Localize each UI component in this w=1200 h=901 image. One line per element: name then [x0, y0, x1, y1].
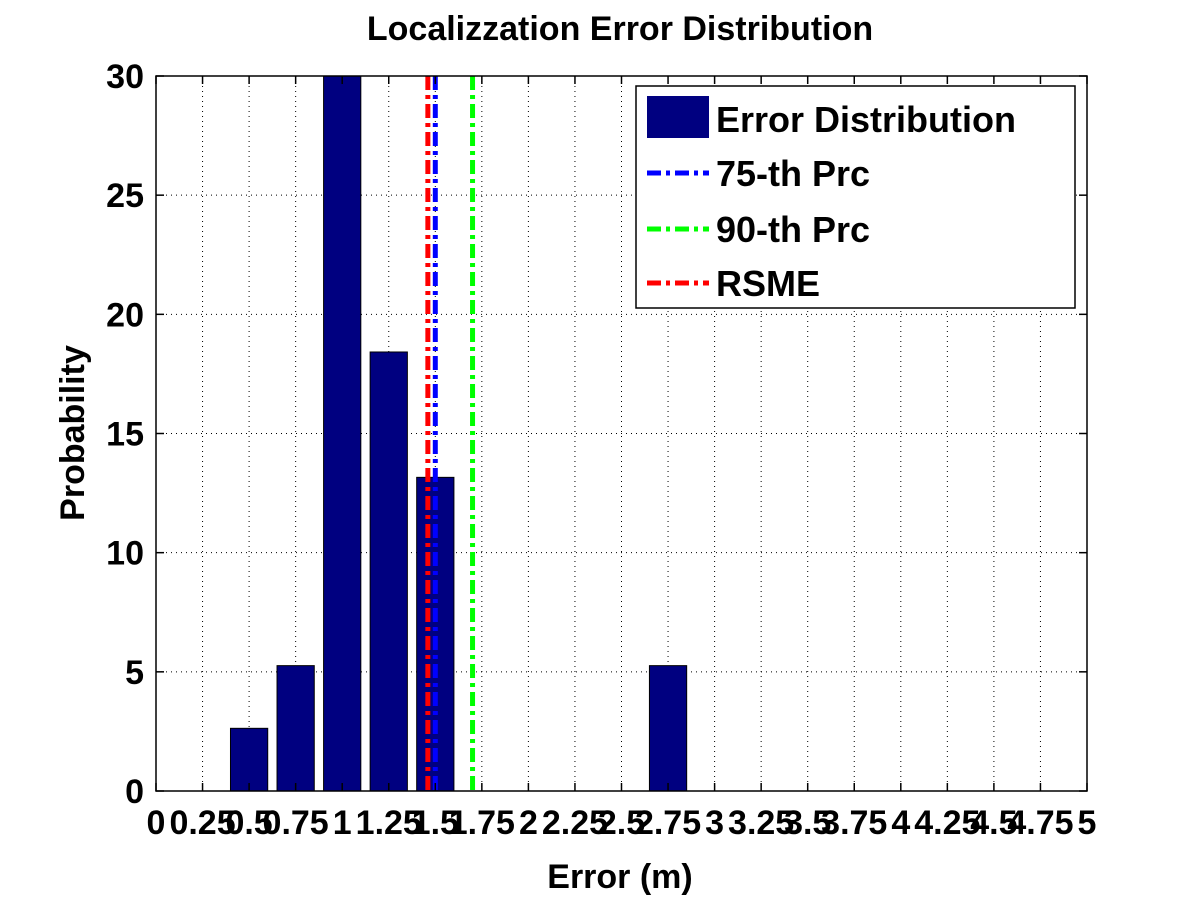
legend-swatch-error-distribution — [647, 96, 709, 138]
x-tick-label-11: 2.75 — [635, 804, 701, 842]
legend-label-error-distribution: Error Distribution — [716, 99, 1016, 140]
y-tick-label-6: 30 — [106, 58, 144, 96]
bar-0 — [229, 727, 269, 792]
x-tick-label-3: 0.75 — [263, 804, 329, 842]
x-tick-label-5: 1.25 — [356, 804, 422, 842]
x-tick-label-7: 1.75 — [449, 804, 515, 842]
x-tick-label-19: 4.75 — [1007, 804, 1073, 842]
legend: Error Distribution 75-th Prc 90-th Prc R… — [635, 85, 1076, 309]
y-tick-label-1: 5 — [125, 654, 144, 692]
legend-box — [635, 85, 1076, 309]
y-tick-label-3: 15 — [106, 416, 144, 454]
x-tick-label-16: 4 — [891, 804, 910, 842]
y-axis-label: Probability — [54, 345, 92, 521]
x-tick-label-12: 3 — [705, 804, 724, 842]
x-tick-label-0: 0 — [147, 804, 166, 842]
x-tick-label-9: 2.25 — [542, 804, 608, 842]
axis-ticks: 0 0.250.50.75 1 1.251.51.75 2 2.252.52.75 3 3.2… — [106, 58, 1096, 842]
x-tick-label-2: 0.5 — [225, 804, 272, 842]
x-tick-label-1: 0.25 — [169, 804, 235, 842]
y-tick-label-5: 25 — [106, 177, 144, 215]
reference-lines — [425, 76, 476, 791]
chart-title: Localizzation Error Distribution — [367, 10, 873, 48]
bar-3 — [369, 351, 408, 792]
bar-1 — [276, 665, 315, 792]
y-tick-label-2: 10 — [106, 535, 144, 573]
legend-label-90th: 90-th Prc — [716, 209, 870, 250]
x-tick-label-17: 4.25 — [914, 804, 980, 842]
bar-2 — [323, 75, 362, 792]
x-tick-label-4: 1 — [333, 804, 352, 842]
x-tick-label-20: 5 — [1078, 804, 1097, 842]
x-tick-label-8: 2 — [519, 804, 538, 842]
y-tick-label-0: 0 — [125, 773, 144, 811]
x-tick-label-13: 3.25 — [728, 804, 794, 842]
x-tick-label-6: 1.5 — [412, 804, 459, 842]
legend-label-rsme: RSME — [716, 263, 820, 304]
bars — [229, 75, 688, 792]
legend-label-75th: 75-th Prc — [716, 153, 870, 194]
x-axis-label: Error (m) — [547, 858, 692, 896]
x-tick-label-18: 4.5 — [970, 804, 1017, 842]
y-tick-label-4: 20 — [106, 296, 144, 334]
x-tick-label-10: 2.5 — [598, 804, 645, 842]
bar-5 — [648, 665, 688, 792]
x-tick-label-14: 3.5 — [784, 804, 831, 842]
x-tick-label-15: 3.75 — [821, 804, 887, 842]
